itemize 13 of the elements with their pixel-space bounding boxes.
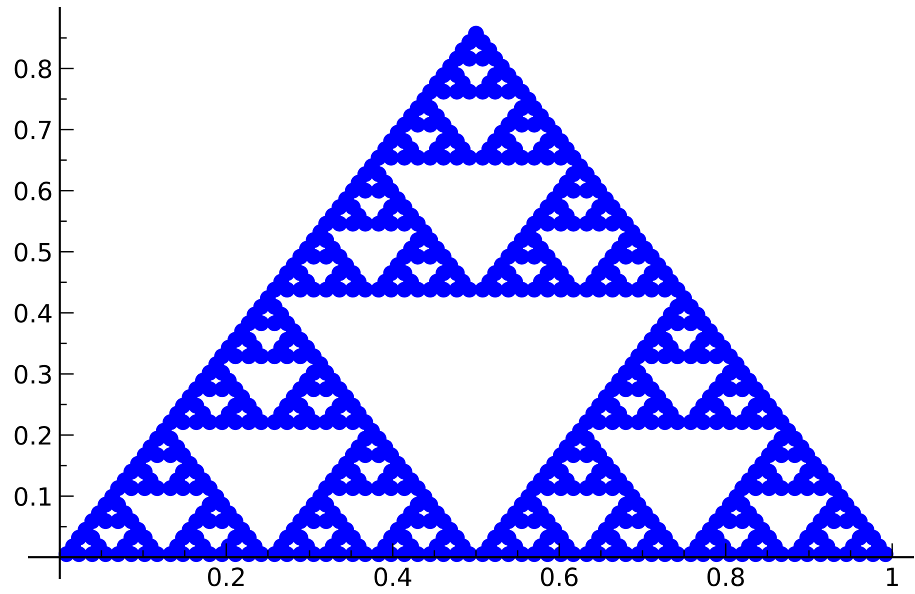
x-tick-label: 1: [886, 568, 898, 586]
y-tick-label: 0.8: [14, 59, 52, 78]
y-tick-label: 0.2: [14, 426, 50, 445]
x-tick-label: 0.4: [374, 567, 412, 586]
y-tick-label: 0.3: [14, 364, 51, 384]
y-tick-label: 0.6: [14, 182, 52, 201]
y-tick-label: 0.4: [14, 304, 52, 323]
y-tick-label: 0.7: [14, 120, 51, 140]
y-tick-label: 0.5: [14, 242, 51, 262]
x-tick-label: 0.6: [541, 567, 578, 586]
x-tick-label: 0.8: [707, 567, 744, 586]
y-tick-label: 0.1: [14, 487, 51, 506]
x-tick-label: 0.2: [208, 567, 244, 586]
